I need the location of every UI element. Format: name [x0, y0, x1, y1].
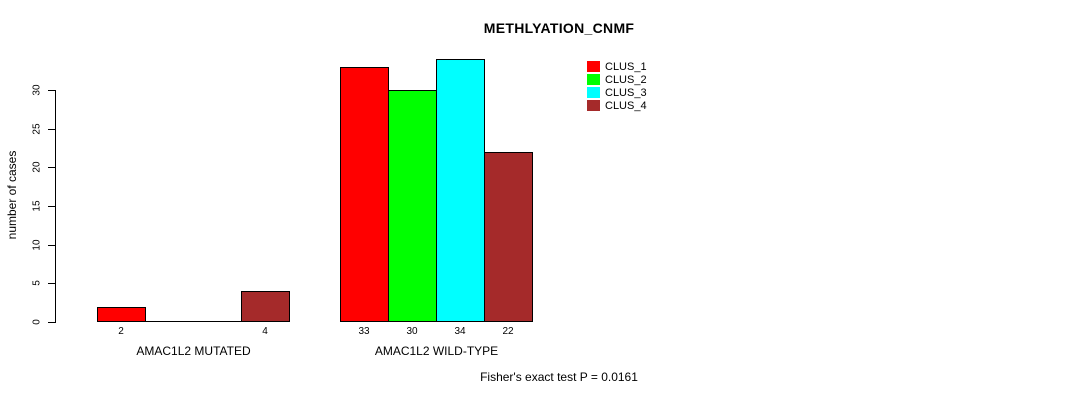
bar-clus_1-group2 — [340, 67, 389, 322]
y-axis-tick — [48, 283, 55, 284]
group-baseline — [97, 321, 290, 322]
fisher-test-annotation: Fisher's exact test P = 0.0161 — [480, 370, 638, 384]
y-axis-tick — [48, 245, 55, 246]
y-tick-label: 20 — [31, 161, 43, 173]
bar-clus_2-group2 — [388, 90, 437, 322]
legend-label: CLUS_2 — [605, 73, 647, 86]
bar-value-label: 30 — [406, 326, 418, 337]
y-axis-line — [55, 90, 56, 323]
bar-value-label: 22 — [502, 326, 514, 337]
bar-clus_1-group1 — [97, 307, 146, 322]
bar-clus_4-group1 — [241, 291, 290, 322]
y-axis-tick — [48, 167, 55, 168]
legend-item-clus_2: CLUS_2 — [587, 73, 647, 86]
bar-value-label: 4 — [262, 326, 268, 337]
bar-clus_3-group2 — [436, 59, 485, 322]
legend-label: CLUS_4 — [605, 99, 647, 112]
legend-swatch-clus_2 — [587, 74, 600, 85]
chart-title: METHLYATION_CNMF — [483, 20, 635, 36]
y-tick-label: 0 — [31, 319, 43, 325]
legend-swatch-clus_1 — [587, 61, 600, 72]
y-axis-tick — [48, 322, 55, 323]
y-axis-tick — [48, 90, 55, 91]
category-label: AMAC1L2 WILD-TYPE — [374, 344, 499, 358]
bar-value-label: 2 — [118, 326, 124, 337]
y-axis-tick — [48, 129, 55, 130]
y-tick-label: 30 — [31, 84, 43, 96]
y-axis-tick — [48, 206, 55, 207]
bar-value-label: 34 — [454, 326, 466, 337]
legend-item-clus_1: CLUS_1 — [587, 60, 647, 73]
category-label: AMAC1L2 MUTATED — [136, 344, 251, 358]
bar-value-label: 33 — [358, 326, 370, 337]
legend-swatch-clus_4 — [587, 100, 600, 111]
legend-swatch-clus_3 — [587, 87, 600, 98]
legend: CLUS_1 CLUS_2 CLUS_3 CLUS_4 — [587, 60, 647, 112]
legend-label: CLUS_1 — [605, 60, 647, 73]
y-tick-label: 10 — [31, 239, 43, 251]
y-tick-label: 5 — [31, 280, 43, 286]
legend-label: CLUS_3 — [605, 86, 647, 99]
y-tick-label: 25 — [31, 123, 43, 135]
legend-item-clus_4: CLUS_4 — [587, 99, 647, 112]
y-tick-label: 15 — [31, 200, 43, 212]
bar-clus_4-group2 — [484, 152, 533, 322]
legend-item-clus_3: CLUS_3 — [587, 86, 647, 99]
